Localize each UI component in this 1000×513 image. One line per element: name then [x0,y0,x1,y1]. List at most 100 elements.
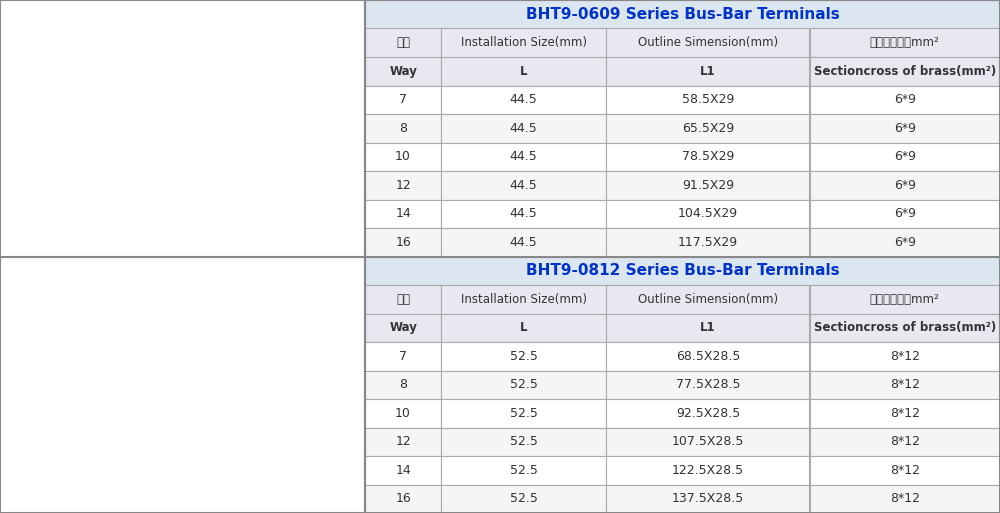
Bar [606,200,809,228]
Text: Sectioncross of brass(mm²): Sectioncross of brass(mm²) [814,65,996,78]
Bar [365,256,1000,285]
Bar [606,427,809,456]
Bar [810,313,1000,342]
Text: 52.5: 52.5 [510,435,538,448]
Text: Installation Size(mm): Installation Size(mm) [461,36,587,49]
Text: 孔数: 孔数 [396,36,410,49]
Bar [365,171,441,200]
Text: 10: 10 [395,407,411,420]
Bar [365,399,441,427]
Bar [810,29,1000,57]
Text: 铜件横截面积mm²: 铜件横截面积mm² [870,293,940,306]
Text: 52.5: 52.5 [510,350,538,363]
Text: L1: L1 [700,65,716,78]
Bar [365,484,441,513]
Text: 44.5: 44.5 [510,122,538,135]
Bar [441,313,606,342]
Text: 6*9: 6*9 [894,122,916,135]
Bar [365,57,441,86]
Text: 44.5: 44.5 [510,236,538,249]
Bar [606,342,809,370]
Text: 6*9: 6*9 [894,179,916,192]
Bar [441,427,606,456]
Text: 92.5X28.5: 92.5X28.5 [676,407,740,420]
Text: 77.5X28.5: 77.5X28.5 [676,378,740,391]
Bar [365,29,441,57]
Text: 104.5X29: 104.5X29 [678,207,738,220]
Bar [441,399,606,427]
Text: 10: 10 [395,150,411,163]
Text: 65.5X29: 65.5X29 [682,122,734,135]
Text: 52.5: 52.5 [510,464,538,477]
Bar [810,200,1000,228]
Text: Way: Way [389,321,417,334]
Bar [606,114,809,143]
Bar [365,370,441,399]
Text: Outline Simension(mm): Outline Simension(mm) [638,36,778,49]
Text: Sectioncross of brass(mm²): Sectioncross of brass(mm²) [814,321,996,334]
Text: 8: 8 [399,122,407,135]
Bar [441,200,606,228]
Text: 44.5: 44.5 [510,179,538,192]
Bar [365,86,441,114]
Text: 14: 14 [395,207,411,220]
Text: 12: 12 [395,179,411,192]
Bar [441,57,606,86]
Text: 52.5: 52.5 [510,378,538,391]
Text: BHT9-0609 Series Bus-Bar Terminals: BHT9-0609 Series Bus-Bar Terminals [526,7,839,22]
Bar [365,228,441,256]
Bar [810,57,1000,86]
Bar [606,171,809,200]
Text: 44.5: 44.5 [510,207,538,220]
Bar [441,171,606,200]
Text: 68.5X28.5: 68.5X28.5 [676,350,740,363]
Bar [606,456,809,484]
Text: 52.5: 52.5 [510,407,538,420]
Bar [441,342,606,370]
Text: 7: 7 [399,350,407,363]
Text: 8*12: 8*12 [890,435,920,448]
Text: 16: 16 [395,236,411,249]
Text: 16: 16 [395,492,411,505]
Bar [365,285,441,313]
Text: 铜件横截面积mm²: 铜件横截面积mm² [870,36,940,49]
Bar [810,86,1000,114]
Text: 6*9: 6*9 [894,93,916,106]
Bar [606,86,809,114]
Bar [810,370,1000,399]
Bar [441,29,606,57]
Bar [810,143,1000,171]
Text: 122.5X28.5: 122.5X28.5 [672,464,744,477]
Bar [441,143,606,171]
Bar [441,370,606,399]
Bar [365,200,441,228]
Bar [365,456,441,484]
Bar [606,370,809,399]
Bar [365,0,1000,29]
Text: L1: L1 [700,321,716,334]
Bar [441,456,606,484]
Text: Outline Simension(mm): Outline Simension(mm) [638,293,778,306]
Bar [810,114,1000,143]
Bar [810,228,1000,256]
Text: 8: 8 [399,378,407,391]
Text: L: L [520,321,528,334]
Bar [606,285,809,313]
Text: 8*12: 8*12 [890,407,920,420]
Text: 117.5X29: 117.5X29 [678,236,738,249]
Bar [606,143,809,171]
Bar [606,57,809,86]
Text: 8*12: 8*12 [890,492,920,505]
Text: 12: 12 [395,435,411,448]
Text: 8*12: 8*12 [890,378,920,391]
Text: 91.5X29: 91.5X29 [682,179,734,192]
Text: 14: 14 [395,464,411,477]
Text: 孔数: 孔数 [396,293,410,306]
Bar [810,399,1000,427]
Bar [441,285,606,313]
Bar [365,114,441,143]
Bar [810,456,1000,484]
Bar [441,86,606,114]
Bar [441,114,606,143]
Bar [606,228,809,256]
